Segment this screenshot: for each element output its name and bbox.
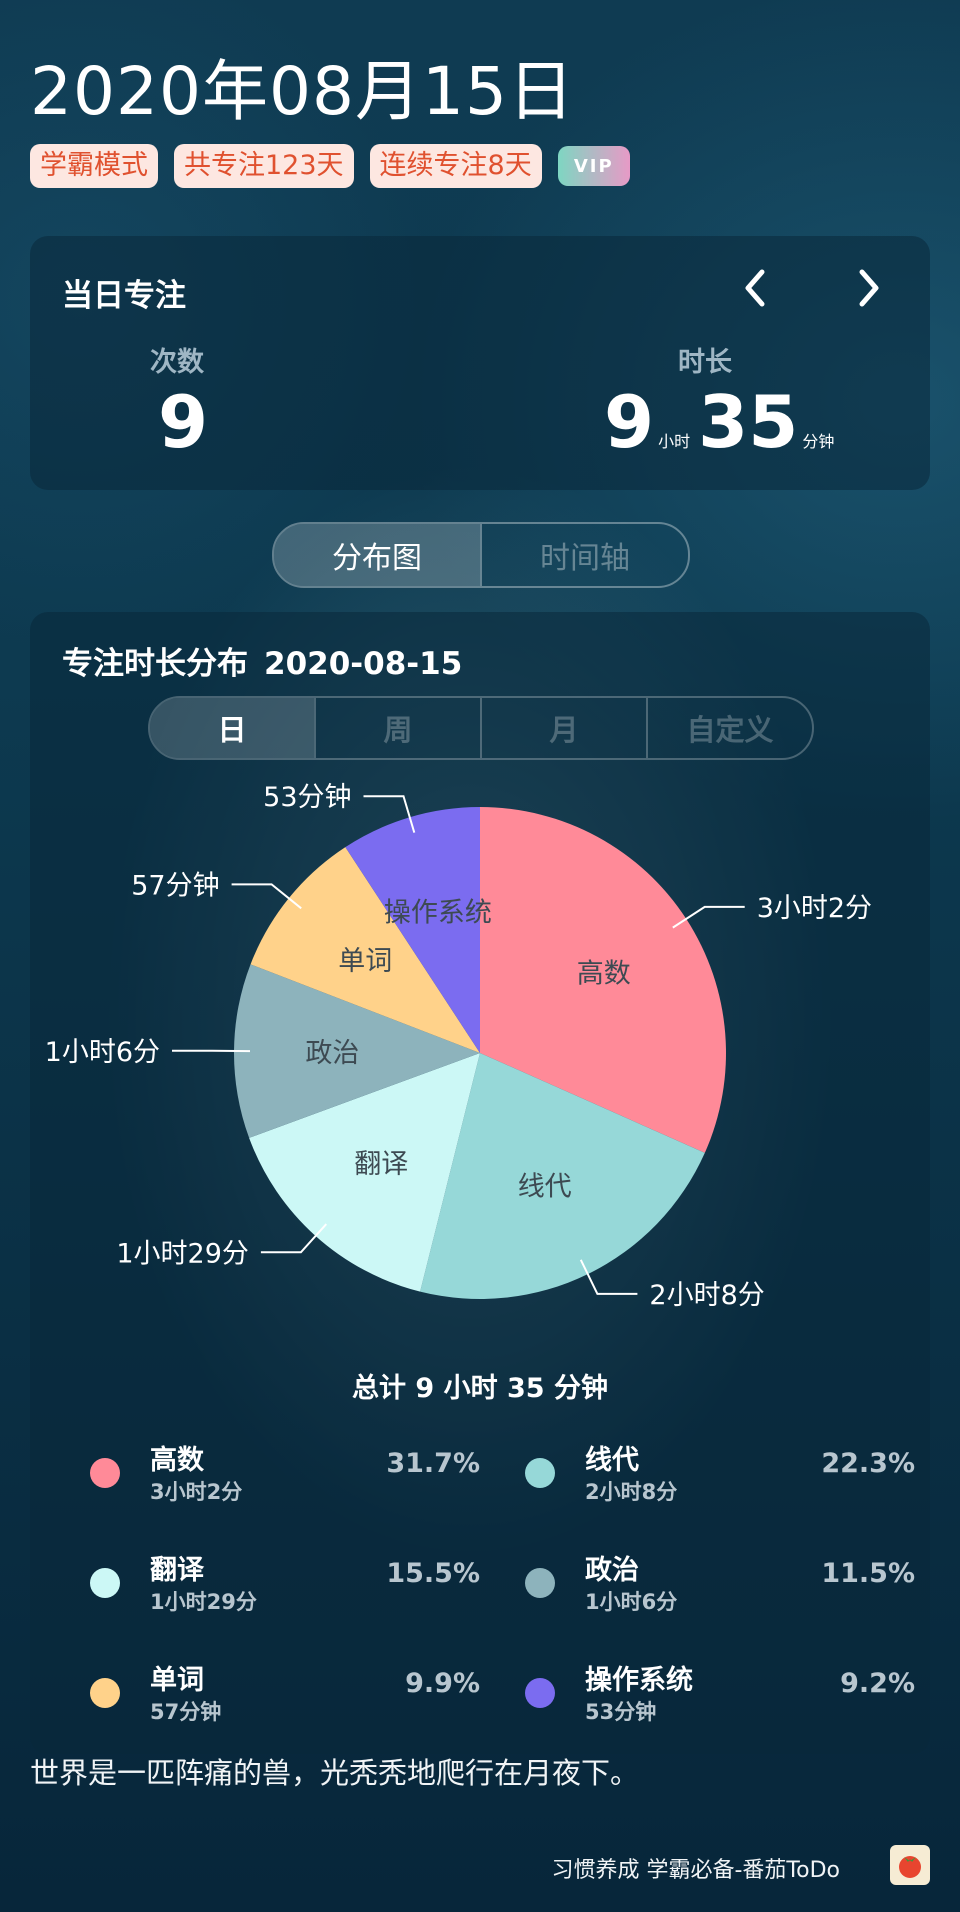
distribution-date: 2020-08-15 — [264, 646, 463, 682]
total-days-badge: 共专注123天 — [174, 144, 354, 188]
legend-dot — [525, 1568, 555, 1598]
pie-leader-line — [579, 1259, 638, 1295]
pie-slice-label: 政治 — [305, 1038, 359, 1069]
legend-item: 政治 1小时6分 11.5% — [525, 1548, 915, 1618]
count-value: 9 — [158, 380, 209, 464]
legend-item: 线代 2小时8分 22.3% — [525, 1438, 915, 1508]
legend-name: 翻译 — [150, 1555, 204, 1586]
vip-badge[interactable]: VIP — [557, 146, 630, 186]
pie-slice-label: 高数 — [577, 959, 631, 990]
pie-value-label: 1小时6分 — [45, 1037, 160, 1068]
legend-item: 高数 3小时2分 31.7% — [90, 1438, 480, 1508]
date-title: 2020年08月15日 — [30, 53, 575, 130]
legend-percent: 11.5% — [821, 1558, 915, 1589]
chevron-right-icon — [859, 269, 879, 307]
distribution-card: 专注时长分布 2020-08-15 日 周 月 自定义 高数 3小时2分 线代 2小时8… — [30, 612, 930, 1754]
tab-day[interactable]: 日 — [150, 698, 314, 758]
app-logo[interactable] — [890, 1845, 930, 1885]
chevron-left-icon — [745, 269, 765, 307]
legend-time: 3小时2分 — [150, 1480, 243, 1504]
pie-value-label: 3小时2分 — [757, 893, 872, 924]
pie-slice[interactable] — [249, 1053, 480, 1292]
pie-leader-line — [231, 883, 302, 910]
badge-row: 学霸模式 共专注123天 连续专注8天 VIP — [30, 144, 630, 188]
previous-day-button[interactable] — [730, 260, 780, 316]
legend-time: 57分钟 — [150, 1700, 222, 1724]
count-label: 次数 — [150, 347, 204, 378]
duration-value: 9 小时 35 分钟 — [604, 386, 842, 458]
view-toggle: 分布图 时间轴 — [272, 522, 690, 588]
total-duration: 总计 9 小时 35 分钟 — [352, 1373, 608, 1404]
duration-label: 时长 — [678, 347, 732, 378]
pie-slice-label: 单词 — [338, 946, 392, 977]
pie-value-label: 2小时8分 — [649, 1280, 764, 1311]
pie-leader-line — [672, 905, 745, 929]
study-mode-badge[interactable]: 学霸模式 — [30, 144, 158, 188]
duration-hours: 9 — [604, 380, 655, 464]
tab-week[interactable]: 周 — [314, 698, 480, 758]
legend-time: 1小时6分 — [585, 1590, 678, 1614]
pie-slice-label: 操作系统 — [384, 898, 492, 929]
pie-slice[interactable] — [480, 807, 726, 1153]
distribution-title-text: 专注时长分布 — [62, 646, 248, 682]
quote-text: 世界是一匹阵痛的兽，光秃秃地爬行在月夜下。 — [30, 1756, 640, 1790]
tab-timeline[interactable]: 时间轴 — [480, 524, 688, 586]
legend-dot — [525, 1458, 555, 1488]
daily-focus-card: 当日专注 次数 9 时长 9 小时 35 分钟 — [30, 236, 930, 490]
pie-slice-label: 翻译 — [354, 1149, 408, 1180]
pie-value-label: 57分钟 — [131, 870, 219, 901]
legend-percent: 22.3% — [821, 1448, 915, 1479]
legend-name: 操作系统 — [585, 1665, 693, 1696]
legend-item: 单词 57分钟 9.9% — [90, 1658, 480, 1728]
app-branding: 习惯养成 学霸必备-番茄ToDo — [551, 1858, 841, 1883]
legend-percent: 9.2% — [840, 1668, 915, 1699]
legend-percent: 9.9% — [405, 1668, 480, 1699]
distribution-title: 专注时长分布 2020-08-15 — [62, 638, 462, 683]
legend-time: 2小时8分 — [585, 1480, 678, 1504]
hours-unit: 小时 — [658, 432, 691, 451]
pie-slice-label: 线代 — [518, 1172, 572, 1203]
streak-days-badge: 连续专注8天 — [369, 144, 542, 188]
pie-slice[interactable] — [250, 847, 480, 1053]
daily-focus-title: 当日专注 — [62, 278, 186, 314]
legend-name: 线代 — [585, 1445, 639, 1476]
range-toggle: 日 周 月 自定义 — [148, 696, 814, 760]
legend-item: 操作系统 53分钟 9.2% — [525, 1658, 915, 1728]
tomato-icon — [899, 1856, 921, 1878]
legend-time: 53分钟 — [585, 1700, 657, 1724]
legend-item: 翻译 1小时29分 15.5% — [90, 1548, 480, 1618]
tab-distribution[interactable]: 分布图 — [274, 524, 480, 586]
legend-dot — [525, 1678, 555, 1708]
pie-value-label: 1小时29分 — [116, 1238, 249, 1269]
legend-time: 1小时29分 — [150, 1590, 257, 1614]
pie-slice[interactable] — [345, 807, 480, 1053]
legend-name: 政治 — [585, 1555, 639, 1586]
legend-name: 单词 — [150, 1665, 204, 1696]
pie-slice[interactable] — [420, 1053, 705, 1299]
minutes-unit: 分钟 — [802, 432, 835, 451]
duration-minutes: 35 — [698, 380, 799, 464]
legend-dot — [90, 1678, 120, 1708]
legend-dot — [90, 1458, 120, 1488]
legend-name: 高数 — [150, 1445, 204, 1476]
pie-value-label: 53分钟 — [263, 782, 351, 813]
legend-percent: 15.5% — [386, 1558, 480, 1589]
next-day-button[interactable] — [844, 260, 894, 316]
tab-custom[interactable]: 自定义 — [646, 698, 812, 758]
legend-dot — [90, 1568, 120, 1598]
pie-leader-line — [363, 795, 416, 833]
tab-month[interactable]: 月 — [480, 698, 646, 758]
pie-leader-line — [260, 1223, 328, 1254]
pie-slice[interactable] — [234, 964, 480, 1138]
legend-percent: 31.7% — [386, 1448, 480, 1479]
